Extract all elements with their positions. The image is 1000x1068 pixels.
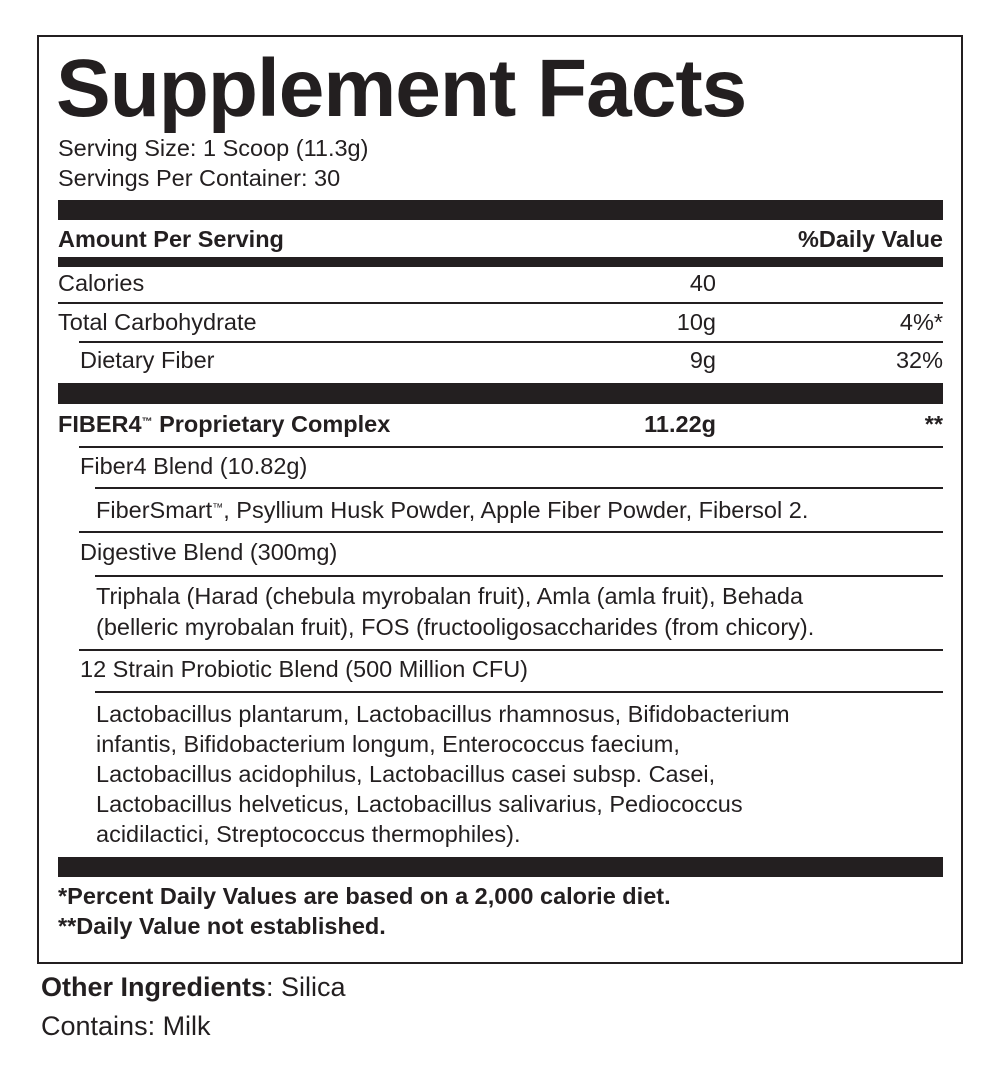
complex-amount: 11.22g: [644, 411, 716, 437]
nutrient-amount: 10g: [676, 309, 716, 335]
blend-ingredients: Lactobacillus plantarum, Lactobacillus r…: [96, 701, 790, 727]
divider: [79, 531, 943, 533]
servings-per-container: Servings Per Container: 30: [58, 165, 341, 191]
supplement-facts-panel: [37, 35, 963, 964]
allergen-statement: Contains: Milk: [41, 1011, 211, 1041]
nutrient-daily-value: 4%*: [899, 309, 943, 335]
nutrient-name: Dietary Fiber: [80, 347, 215, 373]
amount-per-serving-header: Amount Per Serving: [58, 226, 284, 252]
blend-ingredients: acidilactici, Streptococcus thermophiles…: [96, 821, 521, 847]
footnote-daily-values: *Percent Daily Values are based on a 2,0…: [58, 883, 671, 909]
medium-divider: [58, 257, 943, 267]
footnote-not-established: **Daily Value not established.: [58, 913, 386, 939]
serving-size: Serving Size: 1 Scoop (11.3g): [58, 135, 369, 161]
blend-name: Fiber4 Blend (10.82g): [80, 453, 308, 479]
nutrient-amount: 9g: [689, 347, 716, 373]
thick-divider: [58, 857, 943, 877]
complex-name: FIBER4™ Proprietary Complex: [58, 411, 391, 437]
divider: [79, 341, 943, 343]
blend-name: 12 Strain Probiotic Blend (500 Million C…: [80, 656, 528, 682]
nutrient-daily-value: 32%: [895, 347, 943, 373]
blend-ingredients: Triphala (Harad (chebula myrobalan fruit…: [96, 583, 804, 609]
other-ingredients: Other Ingredients: Silica: [41, 972, 346, 1002]
blend-ingredients: (belleric myrobalan fruit), FOS (fructoo…: [96, 614, 815, 640]
divider: [95, 487, 943, 489]
nutrient-amount: 40: [689, 270, 716, 296]
divider: [95, 575, 943, 577]
blend-ingredients: FiberSmart™, Psyllium Husk Powder, Apple…: [96, 497, 809, 523]
complex-daily-value: **: [924, 411, 943, 437]
blend-ingredients: Lactobacillus acidophilus, Lactobacillus…: [96, 761, 716, 787]
daily-value-header: %Daily Value: [798, 226, 943, 252]
blend-ingredients: Lactobacillus helveticus, Lactobacillus …: [96, 791, 743, 817]
thick-divider: [58, 200, 943, 220]
panel-title: Supplement Facts: [56, 43, 747, 134]
divider: [79, 446, 943, 448]
divider: [79, 649, 943, 651]
blend-name: Digestive Blend (300mg): [80, 539, 338, 565]
blend-ingredients: infantis, Bifidobacterium longum, Entero…: [96, 731, 680, 757]
divider: [95, 691, 943, 693]
thick-divider: [58, 383, 943, 404]
divider: [58, 302, 943, 304]
nutrient-name: Total Carbohydrate: [58, 309, 257, 335]
nutrient-name: Calories: [58, 270, 145, 296]
